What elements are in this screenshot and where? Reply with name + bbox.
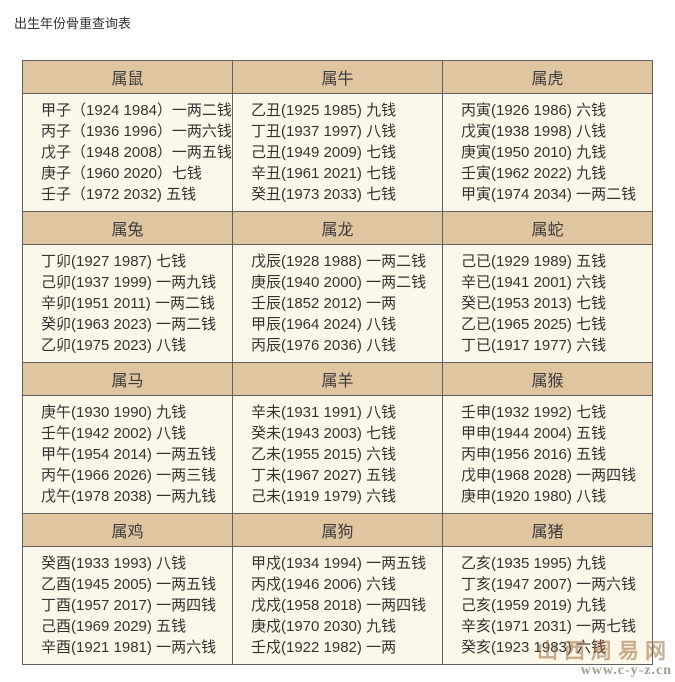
year-weight-line: 癸酉(1933 1993) 八钱 — [41, 555, 187, 572]
year-weight-line: 甲辰(1964 2024) 八钱 — [251, 316, 397, 333]
year-weight-line: 丁丑(1937 1997) 八钱 — [251, 123, 397, 140]
year-weight-line: 丁酉(1957 2017) 一两四钱 — [41, 597, 217, 614]
zodiac-cell-tiger: 丙寅(1926 1986) 六钱 戊寅(1938 1998) 八钱 庚寅(195… — [442, 93, 653, 212]
zodiac-header-horse: 属马 — [22, 362, 233, 396]
year-weight-line: 乙丑(1925 1985) 九钱 — [251, 102, 397, 119]
zodiac-header-dog: 属狗 — [232, 513, 443, 547]
year-weight-line: 丙子（1936 1996）一两六钱 — [41, 123, 232, 140]
year-weight-line: 庚子（1960 2020）七钱 — [41, 165, 202, 182]
year-weight-line: 己卯(1937 1999) 一两九钱 — [41, 274, 217, 291]
year-weight-line: 壬子（1972 2032) 五钱 — [41, 186, 197, 203]
year-weight-line: 己未(1919 1979) 六钱 — [251, 488, 397, 505]
year-weight-line: 丁已(1917 1977) 六钱 — [461, 337, 607, 354]
year-weight-line: 乙亥(1935 1995) 九钱 — [461, 555, 607, 572]
zodiac-cell-horse: 庚午(1930 1990) 九钱 壬午(1942 2002) 八钱 甲午(195… — [22, 395, 233, 514]
year-weight-line: 癸卯(1963 2023) 一两二钱 — [41, 316, 217, 333]
zodiac-header-tiger: 属虎 — [442, 60, 653, 94]
year-weight-line: 丙申(1956 2016) 五钱 — [461, 446, 607, 463]
year-weight-line: 庚申(1920 1980) 八钱 — [461, 488, 607, 505]
year-weight-line: 壬戍(1922 1982) 一两 — [251, 639, 397, 656]
year-weight-line: 辛已(1941 2001) 六钱 — [461, 274, 607, 291]
year-weight-line: 壬寅(1962 2022) 九钱 — [461, 165, 607, 182]
year-weight-line: 戊子（1948 2008）一两五钱 — [41, 144, 232, 161]
year-weight-line: 辛亥(1971 2031) 一两七钱 — [461, 618, 637, 635]
year-weight-line: 壬午(1942 2002) 八钱 — [41, 425, 187, 442]
zodiac-cell-goat: 辛未(1931 1991) 八钱 癸未(1943 2003) 七钱 乙未(195… — [232, 395, 443, 514]
page-title: 出生年份骨重查询表 — [14, 16, 132, 31]
zodiac-cell-dragon: 戊辰(1928 1988) 一两二钱 庚辰(1940 2000) 一两二钱 壬辰… — [232, 244, 443, 363]
year-weight-line: 庚戍(1970 2030) 九钱 — [251, 618, 397, 635]
zodiac-header-rat: 属鼠 — [22, 60, 233, 94]
zodiac-cell-rooster: 癸酉(1933 1993) 八钱 乙酉(1945 2005) 一两五钱 丁酉(1… — [22, 546, 233, 665]
year-weight-line: 庚寅(1950 2010) 九钱 — [461, 144, 607, 161]
year-weight-line: 甲寅(1974 2034) 一两二钱 — [461, 186, 637, 203]
year-weight-line: 甲戍(1934 1994) 一两五钱 — [251, 555, 427, 572]
year-weight-line: 己已(1929 1989) 五钱 — [461, 253, 607, 270]
year-weight-line: 壬辰(1852 2012) 一两 — [251, 295, 397, 312]
year-weight-line: 丙寅(1926 1986) 六钱 — [461, 102, 607, 119]
year-weight-line: 戊午(1978 2038) 一两九钱 — [41, 488, 217, 505]
year-weight-line: 辛酉(1921 1981) 一两六钱 — [41, 639, 217, 656]
year-weight-line: 己丑(1949 2009) 七钱 — [251, 144, 397, 161]
zodiac-cell-snake: 己已(1929 1989) 五钱 辛已(1941 2001) 六钱 癸已(195… — [442, 244, 653, 363]
zodiac-header-rooster: 属鸡 — [22, 513, 233, 547]
year-weight-line: 辛丑(1961 2021) 七钱 — [251, 165, 397, 182]
year-weight-line: 丁亥(1947 2007) 一两六钱 — [461, 576, 637, 593]
zodiac-header-rabbit: 属兔 — [22, 211, 233, 245]
year-weight-line: 癸亥(1923 1983) 六钱 — [461, 639, 607, 656]
year-weight-line: 戊辰(1928 1988) 一两二钱 — [251, 253, 427, 270]
year-weight-line: 癸丑(1973 2033) 七钱 — [251, 186, 397, 203]
year-weight-line: 丁未(1967 2027) 五钱 — [251, 467, 397, 484]
zodiac-header-dragon: 属龙 — [232, 211, 443, 245]
year-weight-line: 甲子（1924 1984）一两二钱 — [41, 102, 232, 119]
zodiac-cell-monkey: 壬申(1932 1992) 七钱 甲申(1944 2004) 五钱 丙申(195… — [442, 395, 653, 514]
year-weight-line: 乙未(1955 2015) 六钱 — [251, 446, 397, 463]
year-weight-line: 庚午(1930 1990) 九钱 — [41, 404, 187, 421]
year-weight-line: 戊戍(1958 2018) 一两四钱 — [251, 597, 427, 614]
year-weight-line: 辛卯(1951 2011) 一两二钱 — [41, 295, 215, 312]
year-weight-line: 丙辰(1976 2036) 八钱 — [251, 337, 397, 354]
zodiac-header-snake: 属蛇 — [442, 211, 653, 245]
zodiac-header-pig: 属猪 — [442, 513, 653, 547]
year-weight-line: 戊寅(1938 1998) 八钱 — [461, 123, 607, 140]
year-weight-line: 辛未(1931 1991) 八钱 — [251, 404, 397, 421]
year-weight-line: 己亥(1959 2019) 九钱 — [461, 597, 607, 614]
zodiac-cell-ox: 乙丑(1925 1985) 九钱 丁丑(1937 1997) 八钱 己丑(194… — [232, 93, 443, 212]
year-weight-line: 乙已(1965 2025) 七钱 — [461, 316, 607, 333]
year-weight-line: 壬申(1932 1992) 七钱 — [461, 404, 607, 421]
bone-weight-table: 属鼠 属牛 属虎 甲子（1924 1984）一两二钱 丙子（1936 1996）… — [22, 60, 653, 665]
year-weight-line: 丁卯(1927 1987) 七钱 — [41, 253, 187, 270]
zodiac-cell-rabbit: 丁卯(1927 1987) 七钱 己卯(1937 1999) 一两九钱 辛卯(1… — [22, 244, 233, 363]
year-weight-line: 庚辰(1940 2000) 一两二钱 — [251, 274, 427, 291]
year-weight-line: 癸未(1943 2003) 七钱 — [251, 425, 397, 442]
year-weight-line: 丙午(1966 2026) 一两三钱 — [41, 467, 217, 484]
year-weight-line: 乙酉(1945 2005) 一两五钱 — [41, 576, 217, 593]
year-weight-line: 癸已(1953 2013) 七钱 — [461, 295, 607, 312]
zodiac-cell-rat: 甲子（1924 1984）一两二钱 丙子（1936 1996）一两六钱 戊子（1… — [22, 93, 233, 212]
zodiac-header-goat: 属羊 — [232, 362, 443, 396]
year-weight-line: 乙卯(1975 2023) 八钱 — [41, 337, 187, 354]
year-weight-line: 己酉(1969 2029) 五钱 — [41, 618, 187, 635]
zodiac-header-ox: 属牛 — [232, 60, 443, 94]
zodiac-cell-dog: 甲戍(1934 1994) 一两五钱 丙戍(1946 2006) 六钱 戊戍(1… — [232, 546, 443, 665]
year-weight-line: 丙戍(1946 2006) 六钱 — [251, 576, 397, 593]
zodiac-header-monkey: 属猴 — [442, 362, 653, 396]
year-weight-line: 戊申(1968 2028) 一两四钱 — [461, 467, 637, 484]
year-weight-line: 甲申(1944 2004) 五钱 — [461, 425, 607, 442]
zodiac-cell-pig: 乙亥(1935 1995) 九钱 丁亥(1947 2007) 一两六钱 己亥(1… — [442, 546, 653, 665]
year-weight-line: 甲午(1954 2014) 一两五钱 — [41, 446, 217, 463]
